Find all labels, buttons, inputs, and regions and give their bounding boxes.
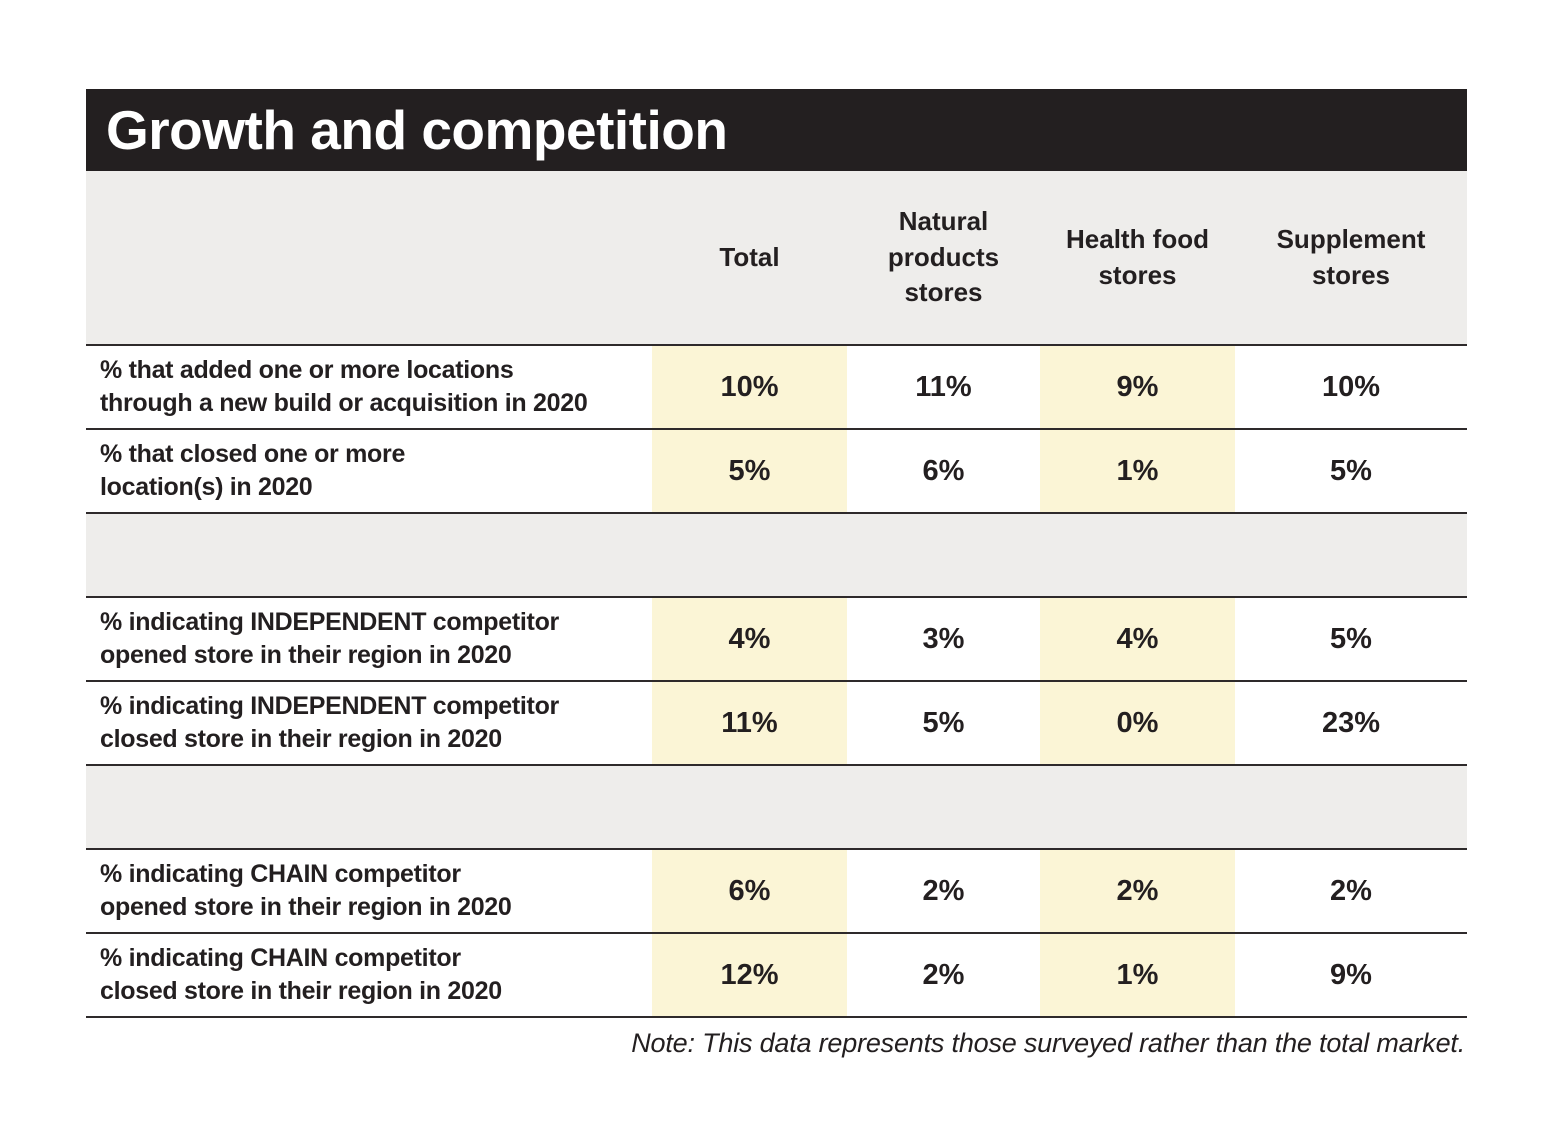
section-spacer — [86, 764, 1467, 848]
value-cell: 1% — [1040, 430, 1235, 512]
value-cell: 9% — [1040, 346, 1235, 428]
value-cell: 4% — [652, 598, 847, 680]
column-header: Health food stores — [1066, 223, 1209, 290]
value-cell: 1% — [1040, 934, 1235, 1016]
row-label: % indicating INDEPENDENT competitor clos… — [100, 692, 559, 753]
value-cell: 11% — [915, 370, 972, 403]
value-cell: 10% — [1321, 370, 1381, 403]
value-cell: 3% — [922, 622, 965, 655]
value-cell: 2% — [1040, 850, 1235, 932]
header-empty-cell — [86, 171, 652, 344]
value-cell: 5% — [1330, 622, 1372, 655]
value-cell: 10% — [652, 346, 847, 428]
row-label: % that closed one or more location(s) in… — [100, 440, 406, 501]
row-label: % indicating CHAIN competitor opened sto… — [100, 860, 512, 921]
value-cell: 2% — [922, 874, 965, 907]
value-cell: 12% — [652, 934, 847, 1016]
value-cell: 5% — [922, 706, 965, 739]
column-header: Total — [719, 241, 780, 272]
table-title: Growth and competition — [106, 99, 728, 161]
table-body: % that added one or more locations throu… — [86, 344, 1467, 1018]
value-cell: 2% — [922, 958, 965, 991]
table-row: % that closed one or more location(s) in… — [86, 428, 1467, 512]
infographic-table: Growth and competition Total Natural prod… — [86, 89, 1467, 1059]
value-cell: 0% — [1040, 682, 1235, 764]
section-spacer — [86, 512, 1467, 596]
column-header: Natural products stores — [887, 205, 1000, 308]
value-cell: 11% — [652, 682, 847, 764]
value-cell: 9% — [1330, 958, 1372, 991]
value-cell: 6% — [922, 454, 965, 487]
table-row: % that added one or more locations throu… — [86, 344, 1467, 428]
table-row: % indicating CHAIN competitor opened sto… — [86, 848, 1467, 932]
column-headers: Total Natural products stores Health food … — [86, 171, 1467, 344]
row-label: % indicating CHAIN competitor closed sto… — [100, 944, 502, 1005]
table-row: % indicating INDEPENDENT competitor open… — [86, 596, 1467, 680]
value-cell: 23% — [1321, 706, 1381, 739]
value-cell: 5% — [1330, 454, 1372, 487]
value-cell: 4% — [1040, 598, 1235, 680]
table-title-bar: Growth and competition — [86, 89, 1467, 171]
value-cell: 6% — [652, 850, 847, 932]
row-label: % indicating INDEPENDENT competitor open… — [100, 608, 559, 669]
table-row: % indicating CHAIN competitor closed sto… — [86, 932, 1467, 1016]
footnote: Note: This data represents those surveye… — [631, 1028, 1465, 1058]
table-row: % indicating INDEPENDENT competitor clos… — [86, 680, 1467, 764]
value-cell: 5% — [652, 430, 847, 512]
value-cell: 2% — [1330, 874, 1372, 907]
column-header: Supplement stores — [1276, 223, 1426, 290]
row-label: % that added one or more locations throu… — [100, 356, 588, 417]
